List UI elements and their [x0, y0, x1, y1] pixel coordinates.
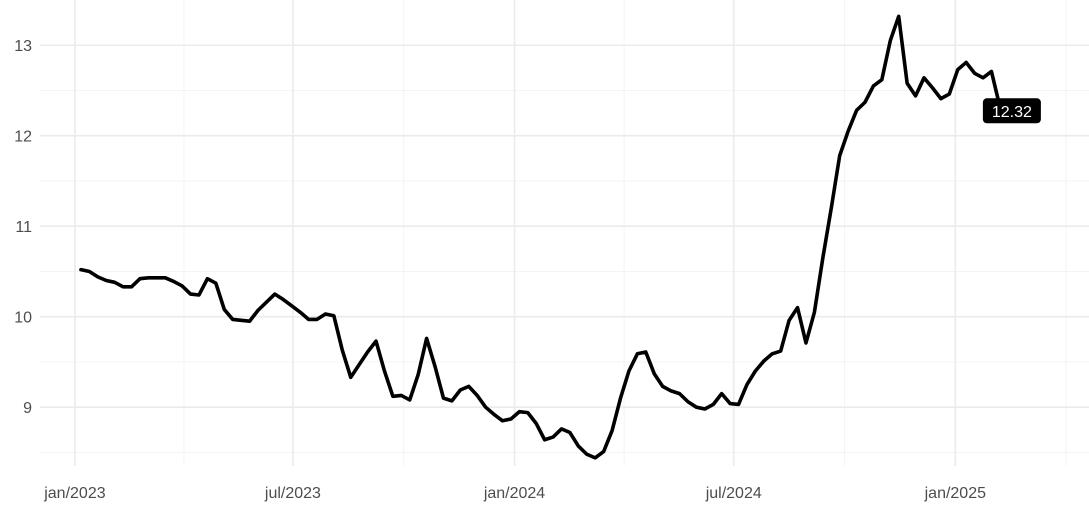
y-tick-label: 13	[14, 38, 32, 55]
y-axis-tick-labels: 9 10 11 12 13	[14, 38, 32, 417]
x-axis-tick-labels: jan/2023 jul/2023 jan/2024 jul/2024 jan/2025	[43, 485, 986, 502]
x-tick-label: jan/2023	[43, 485, 105, 502]
y-tick-label: 9	[23, 400, 32, 417]
x-tick-label: jul/2024	[705, 485, 762, 502]
series-line	[79, 14, 1002, 460]
last-value-label-text: 12.32	[992, 104, 1032, 121]
x-tick-label: jul/2023	[264, 485, 321, 502]
y-tick-label: 12	[14, 129, 32, 146]
x-tick-label: jan/2024	[483, 485, 545, 502]
series-layer	[79, 14, 1002, 460]
y-tick-label: 11	[15, 219, 32, 236]
major-gridlines	[40, 0, 1089, 466]
minor-gridlines	[40, 0, 1089, 466]
last-value-label-box	[982, 98, 1041, 124]
last-value-label: 12.32	[982, 98, 1041, 124]
y-tick-label: 10	[14, 310, 32, 327]
x-tick-label: jan/2025	[924, 485, 986, 502]
